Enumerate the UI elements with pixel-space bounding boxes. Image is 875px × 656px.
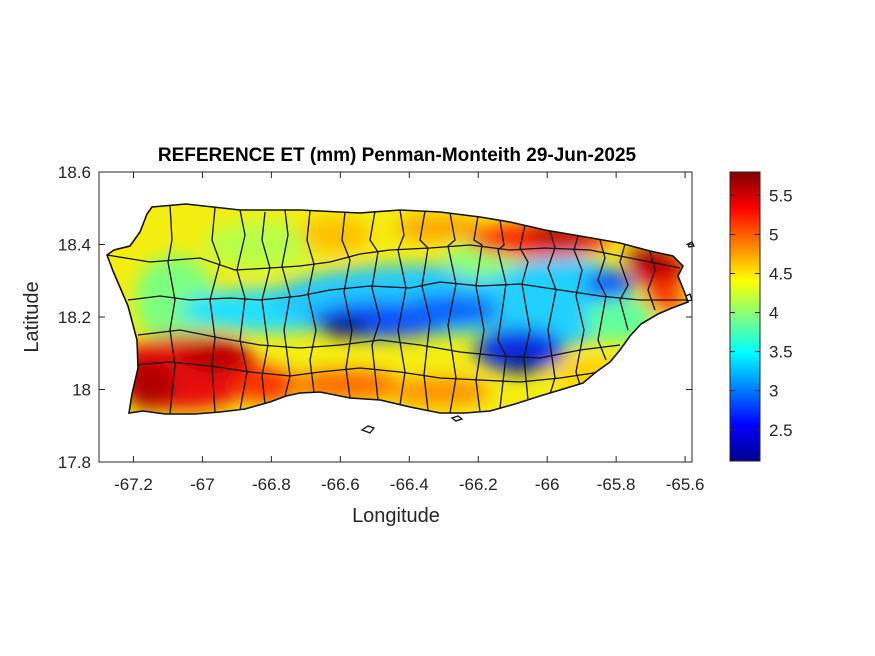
y-tick-label: 18 [72, 381, 91, 400]
x-tick-label: -66.4 [390, 475, 429, 494]
colorbar-tick-label: 4 [769, 304, 778, 323]
x-axis: -67.2 -67 -66.8 -66.6 -66.4 -66.2 -66 -65.8 -65.… [114, 172, 704, 494]
x-axis-label: Longitude [352, 505, 440, 527]
y-axis: 17.8 18 18.2 18.4 18.6 [58, 163, 692, 472]
x-tick-label: -65.6 [666, 475, 705, 494]
colorbar-ticks: 2.5 3 3.5 4 4.5 5 5.5 [730, 186, 793, 440]
x-tick-label: -66.8 [252, 475, 291, 494]
x-tick-label: -67 [190, 475, 215, 494]
y-tick-label: 17.8 [58, 453, 91, 472]
y-tick-label: 18.6 [58, 163, 91, 182]
y-tick-label: 18.4 [58, 236, 91, 255]
x-tick-label: -66.6 [321, 475, 360, 494]
chart-title: REFERENCE ET (mm) Penman-Monteith 29-Jun… [158, 145, 637, 166]
colorbar: 2.5 3 3.5 4 4.5 5 5.5 [729, 171, 793, 462]
et-heatmap [107, 204, 688, 414]
x-tick-label: -65.8 [597, 475, 636, 494]
colorbar-gradient [729, 171, 761, 462]
colorbar-tick-label: 3 [769, 382, 778, 401]
colorbar-tick-label: 4.5 [769, 265, 793, 284]
colorbar-tick-label: 5.5 [769, 186, 793, 205]
x-tick-label: -66.2 [459, 475, 498, 494]
colorbar-tick-label: 3.5 [769, 343, 793, 362]
x-tick-label: -66 [535, 475, 560, 494]
colorbar-tick-label: 5 [769, 225, 778, 244]
y-axis-label: Latitude [21, 281, 43, 352]
y-tick-label: 18.2 [58, 308, 91, 327]
municipality-borders [106, 203, 695, 434]
colorbar-tick-label: 2.5 [769, 421, 793, 440]
x-tick-label: -67.2 [114, 475, 153, 494]
